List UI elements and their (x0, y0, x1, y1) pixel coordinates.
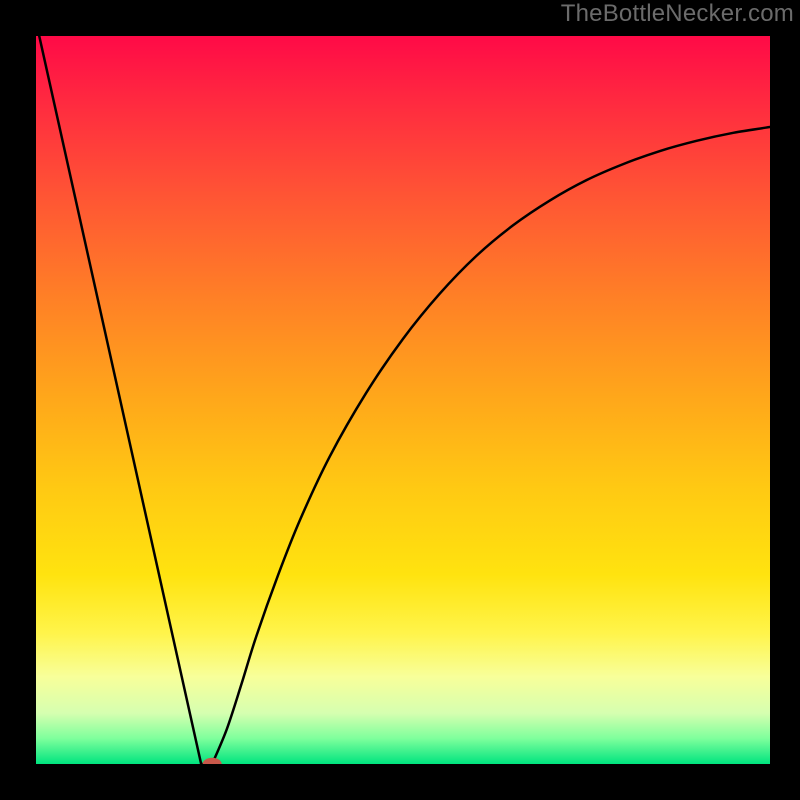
plot-background (36, 36, 770, 764)
bottleneck-chart (0, 0, 800, 800)
watermark-text: TheBottleNecker.com (561, 0, 794, 28)
chart-frame: TheBottleNecker.com (0, 0, 800, 800)
min-marker (203, 758, 222, 770)
